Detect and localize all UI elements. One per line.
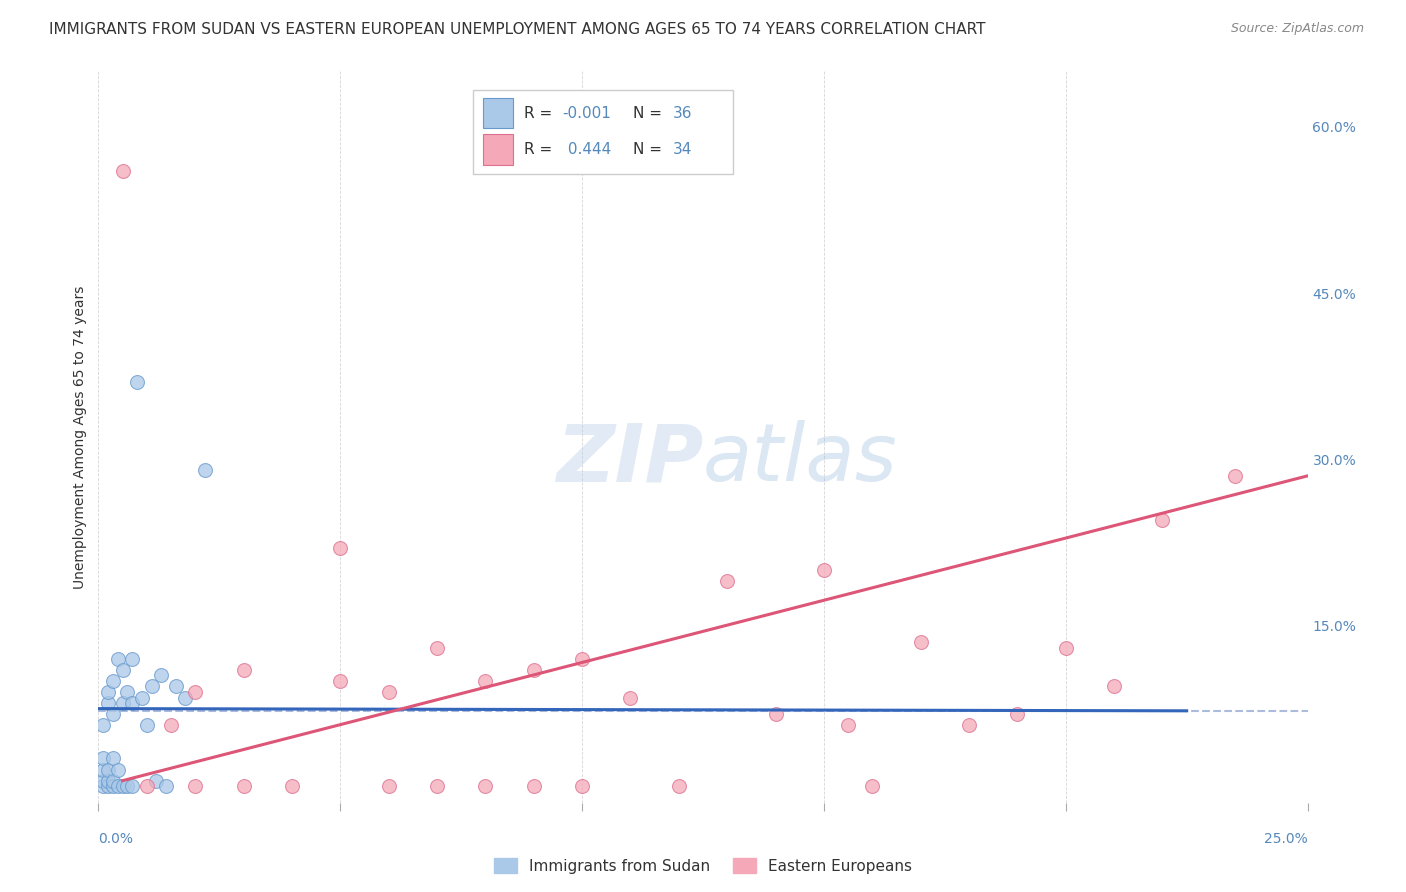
- Text: -0.001: -0.001: [562, 105, 612, 120]
- Point: [101, 751, 124, 765]
- FancyBboxPatch shape: [474, 90, 734, 174]
- Point: [910, 635, 932, 649]
- Point: [329, 673, 352, 688]
- Point: [160, 718, 183, 732]
- Point: [111, 164, 134, 178]
- Point: [117, 685, 139, 699]
- Point: [1102, 680, 1125, 694]
- Point: [111, 696, 134, 710]
- Point: [107, 651, 129, 665]
- Text: N =: N =: [633, 142, 666, 157]
- Point: [474, 673, 496, 688]
- Point: [97, 779, 120, 793]
- Point: [668, 779, 690, 793]
- Text: 0.0%: 0.0%: [98, 832, 134, 846]
- Point: [111, 663, 134, 677]
- Point: [121, 779, 143, 793]
- Text: Source: ZipAtlas.com: Source: ZipAtlas.com: [1230, 22, 1364, 36]
- Point: [101, 773, 124, 788]
- Point: [377, 779, 399, 793]
- Point: [111, 779, 134, 793]
- Point: [97, 763, 120, 777]
- Point: [97, 685, 120, 699]
- Point: [91, 751, 114, 765]
- FancyBboxPatch shape: [482, 135, 513, 165]
- Text: atlas: atlas: [703, 420, 898, 498]
- Point: [145, 773, 167, 788]
- Point: [97, 696, 120, 710]
- Point: [426, 779, 449, 793]
- Point: [150, 668, 173, 682]
- Point: [127, 375, 149, 389]
- Point: [107, 779, 129, 793]
- Point: [474, 779, 496, 793]
- Point: [107, 763, 129, 777]
- Point: [101, 707, 124, 722]
- Point: [1152, 513, 1174, 527]
- Point: [135, 779, 157, 793]
- Point: [813, 563, 835, 577]
- Point: [121, 651, 143, 665]
- Point: [91, 763, 114, 777]
- Point: [1054, 640, 1077, 655]
- Point: [91, 718, 114, 732]
- Point: [426, 640, 449, 655]
- Point: [619, 690, 641, 705]
- Point: [165, 680, 187, 694]
- Text: R =: R =: [524, 142, 557, 157]
- Point: [141, 680, 163, 694]
- Text: 0.444: 0.444: [562, 142, 612, 157]
- Point: [232, 779, 254, 793]
- Text: IMMIGRANTS FROM SUDAN VS EASTERN EUROPEAN UNEMPLOYMENT AMONG AGES 65 TO 74 YEARS: IMMIGRANTS FROM SUDAN VS EASTERN EUROPEA…: [49, 22, 986, 37]
- Point: [117, 779, 139, 793]
- FancyBboxPatch shape: [482, 98, 513, 128]
- Point: [232, 663, 254, 677]
- Point: [174, 690, 197, 705]
- Point: [523, 663, 546, 677]
- Point: [121, 696, 143, 710]
- Point: [131, 690, 153, 705]
- Point: [184, 685, 207, 699]
- Legend: Immigrants from Sudan, Eastern Europeans: Immigrants from Sudan, Eastern Europeans: [488, 852, 918, 880]
- Text: 34: 34: [672, 142, 692, 157]
- Point: [1007, 707, 1029, 722]
- Point: [97, 773, 120, 788]
- Point: [91, 773, 114, 788]
- Point: [329, 541, 352, 555]
- Point: [1223, 468, 1246, 483]
- Point: [91, 779, 114, 793]
- Text: N =: N =: [633, 105, 666, 120]
- Point: [860, 779, 883, 793]
- Point: [101, 779, 124, 793]
- Y-axis label: Unemployment Among Ages 65 to 74 years: Unemployment Among Ages 65 to 74 years: [73, 285, 87, 589]
- Point: [135, 718, 157, 732]
- Point: [716, 574, 738, 589]
- Point: [377, 685, 399, 699]
- Point: [571, 651, 593, 665]
- Point: [571, 779, 593, 793]
- Point: [155, 779, 177, 793]
- Text: R =: R =: [524, 105, 557, 120]
- Text: 25.0%: 25.0%: [1264, 832, 1308, 846]
- Point: [281, 779, 304, 793]
- Text: 36: 36: [672, 105, 692, 120]
- Point: [523, 779, 546, 793]
- Point: [957, 718, 980, 732]
- Point: [184, 779, 207, 793]
- Point: [837, 718, 859, 732]
- Point: [101, 673, 124, 688]
- Point: [194, 463, 217, 477]
- Point: [765, 707, 787, 722]
- Text: ZIP: ZIP: [555, 420, 703, 498]
